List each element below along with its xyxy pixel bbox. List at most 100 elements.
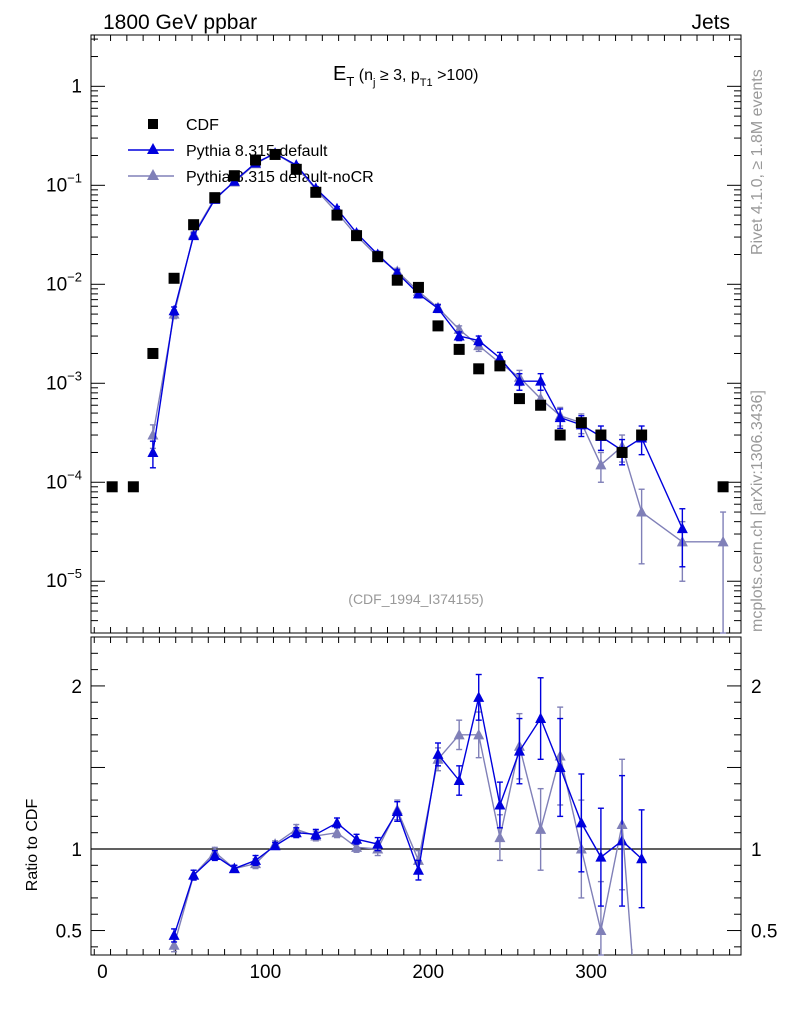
ratio-point-pythia-default [209, 849, 221, 861]
series-line-pythia-default [152, 152, 683, 529]
ratio-point-pythia-default [595, 851, 607, 862]
main-y-axis: 10−5 10−4 10−3 10−2 10−1 1 [46, 38, 741, 634]
header-right: Jets [691, 11, 730, 34]
ratio-point-pythia-default [391, 805, 403, 816]
data-point-pythia-default [676, 522, 688, 534]
ratio-point-pythia-default [168, 929, 180, 940]
data-point-pythia-default [188, 229, 200, 241]
ratio-point-pythia-nocr [595, 924, 607, 936]
main-panel-frame [90, 34, 742, 634]
data-point-cdf [188, 219, 200, 231]
ratio-y-tick-label: 2 [71, 677, 82, 698]
data-point-cdf [717, 481, 729, 493]
main-y-tick-label: 10−3 [46, 368, 82, 394]
data-point-pythia-nocr [636, 506, 648, 517]
ratio-point-pythia-default [250, 854, 262, 865]
data-point-cdf [250, 154, 262, 166]
series-line-pythia-nocr [152, 152, 724, 543]
mcplots-reference-label: mcplots.cern.ch [arXiv:1306.3436] [749, 390, 766, 632]
ratio-line-pythia-default [173, 697, 643, 936]
legend-label-pythia-default: Pythia 8.315 default [186, 143, 328, 160]
ratio-point-pythia-nocr [494, 831, 506, 843]
data-point-pythia-default [453, 330, 465, 341]
legend-label-pythia-nocr: Pythia 8.315 default-noCR [186, 169, 374, 186]
ratio-point-pythia-default [535, 712, 547, 724]
data-point-cdf [269, 148, 281, 160]
ratio-point-pythia-nocr [351, 841, 363, 852]
data-point-cdf [636, 429, 648, 441]
ratio-point-pythia-default [269, 839, 281, 851]
ratio-point-pythia-default [554, 761, 566, 772]
data-point-cdf [106, 481, 118, 493]
data-point-cdf [147, 347, 159, 359]
analysis-watermark: (CDF_1994_I374155) [348, 591, 483, 607]
data-point-cdf [473, 363, 485, 375]
ratio-point-pythia-default [616, 834, 628, 846]
legend-marker-pythia-nocr [147, 169, 159, 180]
data-point-pythia-default [147, 446, 159, 457]
ratio-point-pythia-default [494, 798, 506, 810]
main-plot-series [106, 147, 729, 634]
data-point-cdf [575, 417, 587, 429]
ratio-point-pythia-default [372, 838, 384, 849]
ratio-point-pythia-default [453, 774, 465, 786]
ratio-y-tick-label-right: 1 [751, 840, 762, 861]
ratio-point-pythia-nocr [453, 728, 465, 740]
ratio-point-pythia-nocr [331, 826, 343, 838]
ratio-tail-pythia-nocr [621, 824, 633, 956]
data-point-pythia-default [535, 375, 547, 386]
data-point-cdf [127, 481, 139, 493]
x-tick-label: 200 [412, 962, 444, 983]
data-point-cdf [310, 186, 322, 198]
data-point-pythia-default [473, 334, 485, 346]
ratio-plot-series [168, 673, 648, 956]
ratio-point-pythia-default [290, 826, 302, 838]
x-tick-label: 300 [575, 962, 607, 983]
ratio-y-tick-label: 0.5 [56, 922, 82, 943]
header-left: 1800 GeV ppbar [103, 11, 257, 34]
data-point-cdf [616, 446, 628, 458]
data-point-cdf [372, 251, 384, 263]
data-point-cdf [331, 209, 343, 221]
data-point-pythia-default [554, 411, 566, 423]
data-point-cdf [228, 170, 240, 182]
legend: CDF Pythia 8.315 default Pythia 8.315 de… [128, 117, 374, 186]
legend-marker-pythia-default [147, 143, 159, 154]
ratio-point-pythia-default [473, 691, 485, 702]
data-point-cdf [595, 429, 607, 441]
legend-marker-cdf [148, 119, 158, 129]
ratio-y-axis: 0.5 0.5 1 1 2 2 [56, 652, 777, 948]
ratio-panel-frame [90, 636, 742, 956]
ratio-point-pythia-nocr [535, 823, 547, 834]
legend-entry-cdf: CDF [148, 117, 219, 134]
data-point-cdf [432, 320, 444, 332]
ratio-point-pythia-nocr [473, 728, 485, 740]
data-point-pythia-default [513, 375, 525, 386]
main-y-tick-label: 10−2 [46, 269, 82, 295]
data-point-pythia-nocr [595, 458, 607, 470]
ratio-y-tick-label-right: 2 [751, 677, 762, 698]
ratio-point-pythia-default [412, 864, 424, 875]
main-y-tick-label: 1 [71, 76, 82, 97]
data-point-pythia-default [432, 302, 444, 313]
data-point-pythia-nocr [717, 535, 729, 547]
rivet-version-label: Rivet 4.1.0, ≥ 1.8M events [749, 69, 766, 255]
ratio-point-pythia-nocr [168, 939, 180, 950]
ratio-y-tick-label-right: 0.5 [751, 922, 777, 943]
ratio-point-pythia-default [432, 748, 444, 759]
main-y-tick-label: 10−4 [46, 467, 82, 493]
ratio-point-pythia-default [188, 869, 200, 880]
data-point-cdf [209, 192, 221, 204]
data-point-cdf [290, 163, 302, 175]
plot-title: ET (nj ≥ 3, pT1 >100) [333, 63, 478, 89]
x-tick-label: 100 [249, 962, 281, 983]
ratio-point-pythia-default [575, 816, 587, 828]
main-y-tick-label: 10−5 [46, 566, 82, 592]
ratio-line-pythia-nocr [173, 734, 623, 946]
x-axis: 0 100 200 300 [93, 35, 731, 983]
ratio-y-tick-label: 1 [71, 840, 82, 861]
data-point-cdf [554, 429, 566, 441]
ratio-point-pythia-default [228, 862, 240, 874]
data-point-cdf [412, 281, 424, 293]
